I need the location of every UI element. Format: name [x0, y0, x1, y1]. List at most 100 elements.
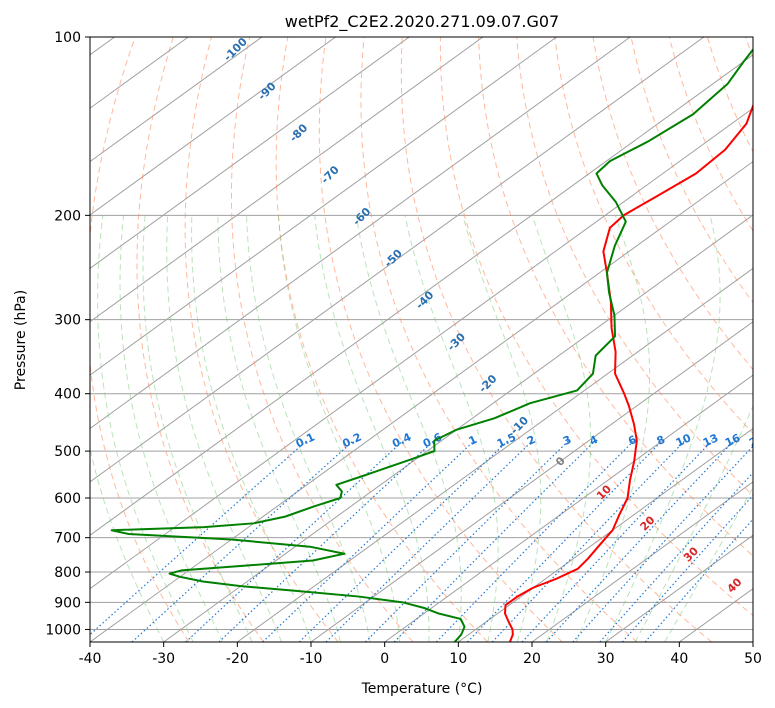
dry-adiabat-line: [439, 37, 753, 617]
dry-adiabat-line: [230, 37, 414, 642]
x-tick-label: -20: [226, 651, 249, 667]
moist-adiabat-line: [355, 215, 462, 642]
dry-adiabat-line: [400, 37, 713, 642]
y-tick-label: 300: [54, 313, 81, 329]
dry-adiabat-line: [318, 37, 563, 642]
y-tick-label: 900: [54, 595, 81, 611]
contour-label: 0.1: [294, 430, 317, 450]
contour-label: 30: [681, 544, 701, 564]
x-tick-label: 50: [744, 651, 762, 667]
isotherm-line: [90, 37, 484, 323]
x-tick-label: 10: [449, 651, 467, 667]
moist-adiabat-line: [605, 215, 721, 642]
dry-adiabat-line: [668, 37, 753, 232]
mixing-ratio-line: [467, 440, 663, 642]
y-tick-label: 200: [54, 208, 81, 224]
mixing-ratio-line: [621, 494, 753, 642]
isotherm-line: [90, 37, 263, 163]
dry-adiabat-line: [745, 37, 753, 60]
dry-adiabat-line: [360, 37, 638, 642]
moist-adiabat-line: [246, 215, 371, 642]
mixing-ratio-line: [435, 440, 635, 642]
temperature-profile: [503, 103, 753, 642]
contour-label: -70: [319, 163, 342, 186]
plot-frame: [89, 36, 754, 643]
x-tick-label: 0: [380, 651, 389, 667]
dry-adiabat-line: [554, 37, 753, 435]
moist-adiabat-line: [166, 215, 282, 642]
isotherm-line: [90, 107, 753, 590]
dry-adiabat-line: [136, 37, 264, 642]
mixing-ratio-line: [599, 471, 753, 642]
moist-adiabat-line: [575, 215, 651, 642]
mixing-ratio-line: [325, 440, 534, 642]
y-tick-label: 500: [54, 444, 81, 460]
isotherm-line: [458, 427, 753, 642]
isotherm-line: [605, 534, 753, 642]
contour-label: 40: [725, 575, 745, 595]
x-tick-layer: -40 -30 -20 -10 0 10 20 30 40 50: [79, 642, 762, 667]
y-tick-label: 700: [54, 531, 81, 547]
moist-adiabat-layer: [90, 215, 753, 642]
series-layer: [110, 47, 753, 642]
moist-adiabat-line: [277, 215, 400, 642]
chart-title: wetPf2_C2E2.2020.271.09.07.G07: [285, 12, 559, 32]
mixing-ratio-line: [521, 440, 713, 642]
contour-label: 10: [594, 482, 614, 502]
isotherm-line: [237, 267, 753, 642]
moist-adiabat-line: [217, 215, 341, 642]
moist-adiabat-line: [531, 215, 592, 642]
contour-label: -40: [413, 288, 436, 311]
moist-adiabat-line: [664, 486, 753, 642]
contour-label: 20: [747, 431, 767, 449]
dry-adiabat-layer: [90, 37, 753, 642]
contour-label: -90: [255, 79, 278, 102]
dry-adiabat-line: [478, 37, 753, 557]
dry-adiabat-line: [516, 37, 753, 496]
moist-adiabat-line: [142, 215, 253, 642]
contour-label: 13: [701, 431, 720, 449]
dry-adiabat-line: [184, 37, 339, 642]
moist-adiabat-line: [90, 446, 165, 642]
isotherm-layer: [90, 37, 753, 642]
x-tick-label: -30: [152, 651, 175, 667]
x-tick-label: 40: [670, 651, 688, 667]
contour-label: -60: [350, 205, 373, 228]
y-tick-label: 400: [54, 387, 81, 403]
mixing-ratio-line: [90, 440, 308, 636]
contour-label: 10: [674, 431, 694, 449]
moist-adiabat-line: [314, 215, 430, 642]
moist-adiabat-line: [462, 215, 542, 642]
isotherm-line: [90, 160, 753, 642]
isotherm-line: [90, 37, 705, 483]
contour-label: -80: [287, 121, 310, 144]
contour-label: 0.4: [390, 430, 413, 450]
y-axis-label: Pressure (hPa): [13, 290, 29, 390]
isotherm-line: [90, 37, 631, 430]
isotherm-line: [163, 214, 753, 642]
moist-adiabat-line: [404, 215, 499, 642]
isotherm-line: [752, 641, 753, 642]
mixing-ratio-line: [218, 440, 435, 642]
x-tick-label: -10: [300, 651, 323, 667]
contour-label: 0: [553, 454, 568, 469]
mixing-ratio-line: [298, 440, 509, 642]
contour-label: -30: [445, 330, 468, 353]
dry-adiabat-line: [630, 37, 753, 304]
mixing-ratio-line: [572, 445, 753, 642]
dry-adiabat-line: [592, 37, 753, 371]
isotherm-line: [384, 374, 753, 642]
contour-label: -100: [221, 35, 250, 64]
grid-layer: [90, 37, 753, 630]
y-tick-label: 100: [54, 30, 81, 46]
mixing-ratio-line: [545, 440, 735, 642]
contour-label: 16: [723, 431, 743, 449]
mixing-ratio-line: [393, 440, 596, 642]
mixing-ratio-line: [185, 440, 404, 642]
mixing-ratio-line: [262, 440, 475, 642]
isotherm-line: [90, 37, 410, 269]
isotherm-line: [90, 54, 753, 536]
y-tick-label: 1000: [45, 622, 81, 638]
contour-label: 3: [561, 433, 573, 448]
